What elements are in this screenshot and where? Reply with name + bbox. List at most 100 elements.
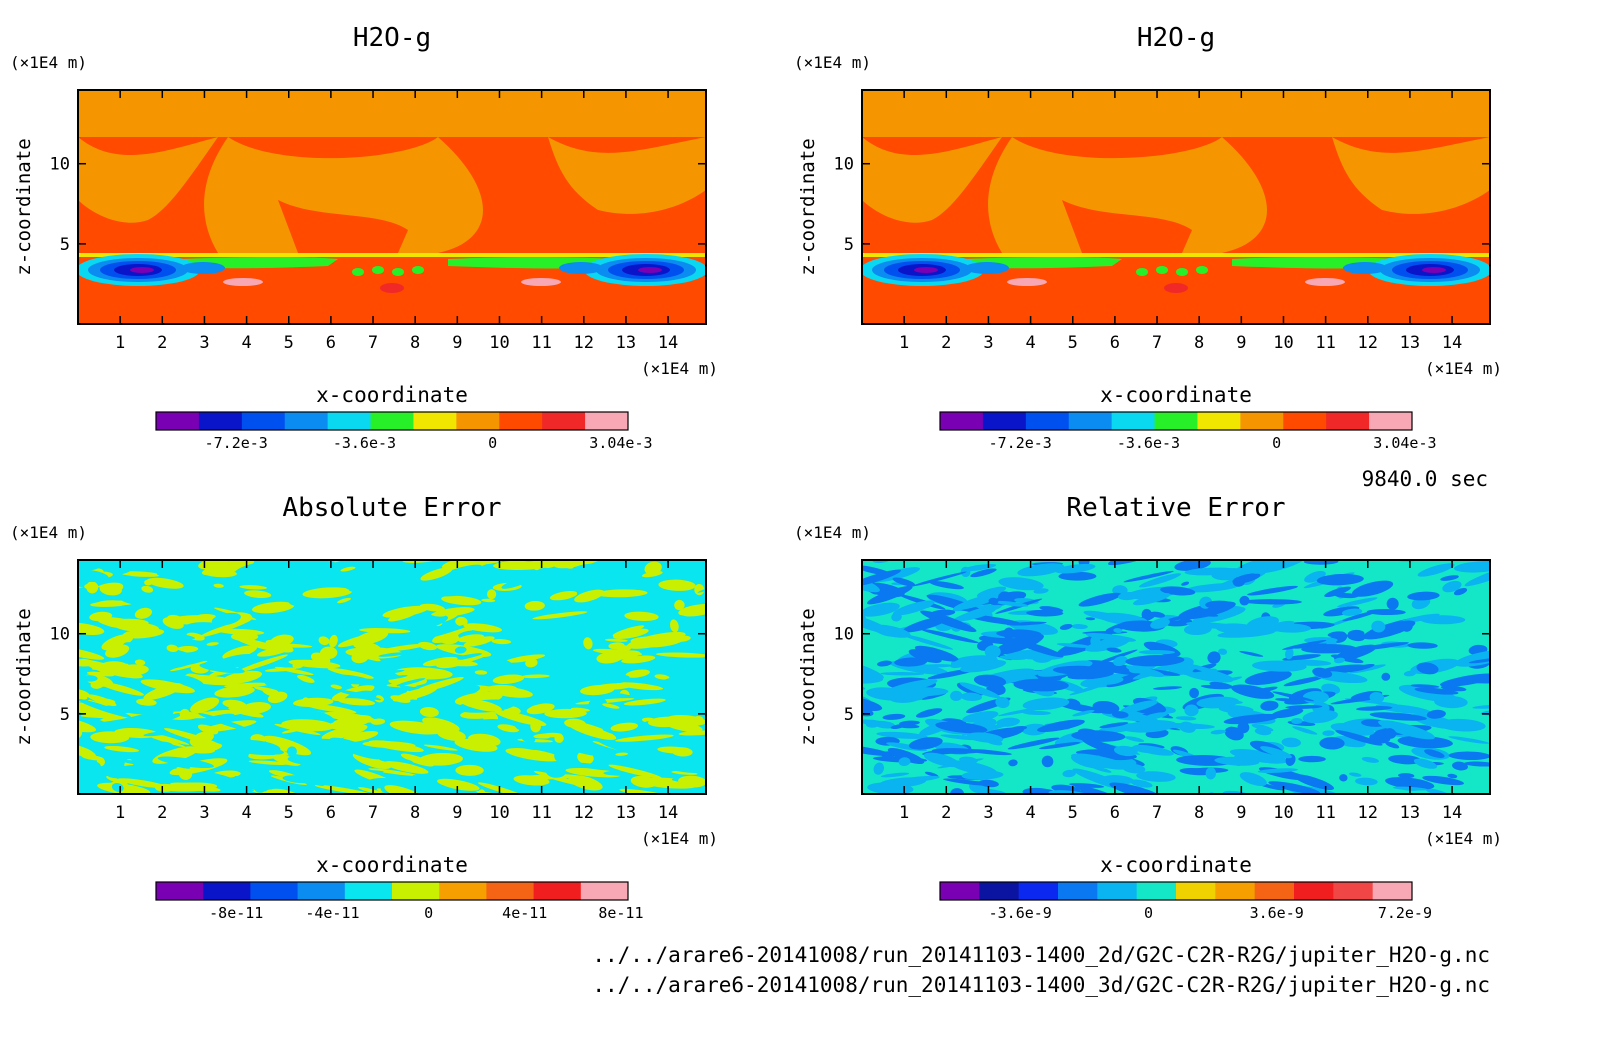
field-cell [205, 772, 249, 787]
field-lobe [278, 200, 408, 253]
field-cell [522, 838, 562, 848]
field-cell [143, 683, 184, 700]
field-cell [105, 644, 130, 658]
field-cell [134, 607, 153, 619]
field-cell [505, 748, 562, 762]
field-cell [1175, 716, 1197, 721]
field-cell [164, 599, 208, 609]
x-tick-label: 2 [941, 803, 951, 823]
field-cell [476, 528, 531, 544]
field-cell [459, 698, 502, 712]
field-cell [501, 575, 534, 589]
field-cell [431, 564, 482, 583]
field-cell [265, 639, 294, 653]
field-cell [873, 762, 885, 775]
field-cell [104, 745, 140, 753]
field-cell [1118, 822, 1149, 832]
field-cell [211, 612, 241, 626]
field-cell [521, 674, 550, 679]
field-cell [1409, 488, 1463, 508]
field-cell [916, 542, 937, 550]
field-cell [1075, 536, 1094, 545]
colorbar-swatch [1294, 882, 1334, 900]
field-cell [1397, 491, 1433, 506]
field-cell [203, 569, 237, 578]
field-cell [78, 744, 83, 753]
field-cell [1425, 788, 1452, 794]
colorbar-swatch [982, 412, 1027, 430]
field-cell [900, 633, 954, 650]
field-cell [1287, 659, 1332, 666]
colorbar [155, 881, 629, 901]
colorbar-label: -7.2e-3 [205, 434, 268, 452]
field-cell [1439, 508, 1458, 524]
field-cell [244, 590, 272, 599]
field-cell [615, 752, 628, 756]
field-cell [911, 571, 967, 587]
chart-panel: H2O-g(×1E4 m)1 2 3 4 5 6 7 8 9 10 11 12 13 14510(×1E4… [794, 23, 1502, 452]
field-cell [193, 743, 223, 753]
field-cell [1378, 720, 1435, 740]
field-cell [500, 538, 556, 562]
field-cell [1184, 567, 1238, 576]
field-cell [269, 824, 323, 848]
x-tick-label: 1 [899, 803, 909, 823]
x-tick-label: 5 [1068, 333, 1078, 353]
field-cell [262, 689, 287, 699]
field-cell [40, 771, 62, 782]
field-cell [229, 739, 281, 754]
field-cell [1062, 769, 1076, 778]
field-cell [1422, 775, 1465, 786]
field-cell [902, 616, 950, 633]
field-cell [1356, 514, 1376, 523]
field-cell [392, 809, 402, 823]
field-cell [425, 622, 477, 639]
field-cell [1111, 711, 1129, 719]
field-cell [1184, 704, 1199, 717]
colorbar-label: 0 [1144, 904, 1153, 922]
field-cell [817, 688, 830, 701]
field-cell [1391, 846, 1451, 870]
field-cell [940, 734, 982, 741]
field-cell [876, 803, 918, 826]
field-cell [1453, 561, 1490, 573]
field-cell [1282, 654, 1321, 661]
field-cell [998, 591, 1012, 603]
field-cell [407, 531, 444, 549]
field-cell [930, 609, 956, 617]
field-cell [455, 764, 484, 776]
field-cell [1442, 580, 1462, 593]
field-transition [78, 253, 706, 257]
field-cell [544, 708, 587, 719]
field-cell [250, 789, 303, 794]
field-cell [1357, 517, 1405, 532]
field-cell [924, 771, 939, 777]
x-tick-label: 2 [157, 333, 167, 353]
x-unit-label: (×1E4 m) [1425, 359, 1502, 378]
field-cell [966, 614, 1023, 626]
field-cell [862, 572, 880, 593]
x-tick-label: 10 [1273, 803, 1293, 823]
field-cell [583, 637, 593, 650]
field-cell [461, 538, 481, 552]
field-cell [78, 622, 105, 636]
field-cell [1071, 730, 1126, 742]
field-cell [1312, 821, 1340, 836]
field-cell [235, 654, 288, 673]
field-cell [1312, 667, 1333, 678]
x-tick-label: 10 [489, 803, 509, 823]
field-cell [90, 731, 130, 744]
field-cell [1468, 657, 1490, 664]
x-tick-label: 8 [410, 333, 420, 353]
field-cell [960, 692, 982, 702]
field-cell [492, 674, 525, 684]
field-cell [441, 560, 492, 571]
field-cell [86, 581, 99, 594]
field-cell [960, 659, 1007, 673]
field-cell [431, 612, 446, 617]
field-cell [80, 675, 98, 682]
field-cell [337, 689, 382, 701]
field-cell [155, 549, 179, 560]
field-cell [1351, 580, 1394, 597]
field-cell [678, 603, 706, 617]
